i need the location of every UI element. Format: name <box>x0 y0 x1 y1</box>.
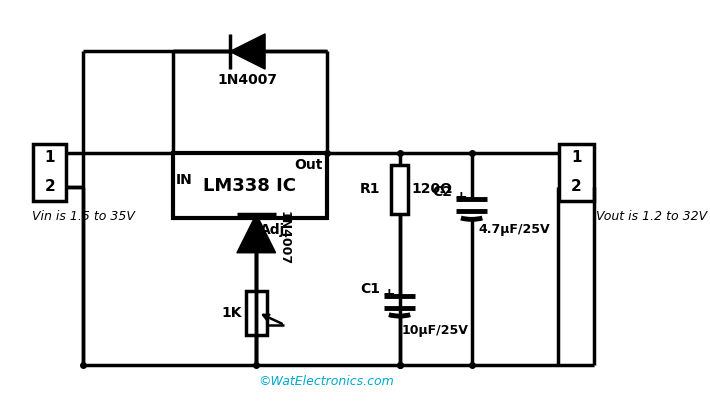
Text: +: + <box>382 287 395 302</box>
Bar <box>391 165 408 214</box>
Bar <box>33 144 67 201</box>
Text: Out: Out <box>295 158 323 172</box>
Bar <box>173 153 327 218</box>
Text: LM338 IC: LM338 IC <box>203 176 296 195</box>
Polygon shape <box>230 34 265 69</box>
Text: 1: 1 <box>45 150 55 165</box>
Text: +: + <box>454 190 466 205</box>
Bar <box>559 144 594 201</box>
Text: C2: C2 <box>432 185 452 199</box>
Text: Vout is 1.2 to 32V: Vout is 1.2 to 32V <box>596 210 706 223</box>
Text: 1: 1 <box>571 150 581 165</box>
Text: C1: C1 <box>360 282 381 296</box>
Text: Adj: Adj <box>260 223 285 237</box>
Text: IN: IN <box>175 173 192 187</box>
Text: 2: 2 <box>44 179 55 194</box>
Text: ©WatElectronics.com: ©WatElectronics.com <box>258 375 395 388</box>
Text: 120Ω: 120Ω <box>412 183 453 196</box>
Polygon shape <box>237 214 275 253</box>
Text: 1K: 1K <box>222 305 242 320</box>
Text: 1N4007: 1N4007 <box>278 211 291 265</box>
Text: 4.7μF/25V: 4.7μF/25V <box>479 223 550 237</box>
Text: Vin is 1.5 to 35V: Vin is 1.5 to 35V <box>32 210 135 223</box>
Text: 2: 2 <box>571 179 581 194</box>
Bar <box>246 290 267 334</box>
Text: 1N4007: 1N4007 <box>217 73 278 87</box>
Text: 10μF/25V: 10μF/25V <box>401 324 468 337</box>
Text: R1: R1 <box>360 183 381 196</box>
